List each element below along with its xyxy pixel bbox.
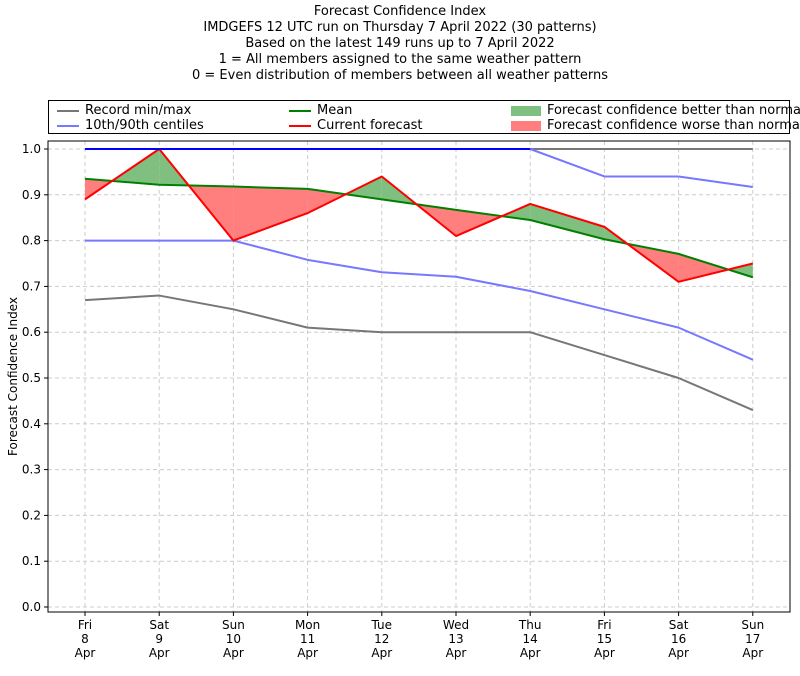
chart-subtitle-run: IMDGEFS 12 UTC run on Thursday 7 April 2… bbox=[203, 20, 597, 35]
chart-title: Forecast Confidence Index bbox=[313, 4, 487, 19]
x-tick-label: Apr bbox=[75, 646, 96, 660]
legend-centiles-label: 10th/90th centiles bbox=[85, 118, 204, 133]
legend-mean-label: Mean bbox=[317, 103, 353, 118]
y-tick-label: 0.9 bbox=[22, 188, 41, 202]
x-tick-label: Fri bbox=[597, 618, 611, 632]
worse-than-normal-area bbox=[233, 186, 308, 241]
x-tick-label: Apr bbox=[446, 646, 467, 660]
x-tick-label: 17 bbox=[745, 632, 760, 646]
y-tick-label: 0.2 bbox=[22, 508, 41, 522]
x-tick-label: 9 bbox=[155, 632, 163, 646]
better-than-normal-area bbox=[345, 176, 382, 200]
legend: Record min/max 10th/90th centiles Mean C… bbox=[48, 100, 800, 134]
tick-layer: 0.00.10.20.30.40.50.60.70.80.91.0Fri8Apr… bbox=[22, 142, 764, 660]
legend-record-swatch bbox=[57, 109, 79, 112]
current-forecast-line bbox=[84, 148, 754, 283]
y-tick-label: 0.7 bbox=[22, 279, 41, 293]
legend-item-record: Record min/max bbox=[57, 103, 191, 118]
legend-current-swatch bbox=[289, 124, 311, 127]
x-tick-label: 11 bbox=[300, 632, 315, 646]
legend-item-better: Forecast confidence better than normal bbox=[511, 103, 800, 118]
chart-subtitle-zero: 0 = Even distribution of members between… bbox=[191, 68, 609, 83]
x-tick-label: Sat bbox=[669, 618, 689, 632]
legend-record-label: Record min/max bbox=[85, 103, 192, 118]
series-line-layer bbox=[84, 148, 754, 411]
legend-better-swatch bbox=[511, 105, 541, 116]
legend-better-label: Forecast confidence better than normal bbox=[547, 103, 800, 118]
x-tick-label: 12 bbox=[374, 632, 389, 646]
x-tick-label: Thu bbox=[518, 618, 542, 632]
chart-subtitle-one: 1 = All members assigned to the same wea… bbox=[218, 52, 582, 67]
better-than-normal-area bbox=[728, 263, 753, 278]
record-min-line bbox=[84, 294, 754, 411]
plot-frame bbox=[47, 140, 791, 613]
y-tick-label: 0.6 bbox=[22, 325, 41, 339]
y-tick-label: 0.3 bbox=[22, 463, 41, 477]
x-tick-label: Fri bbox=[78, 618, 92, 632]
x-tick-label: Apr bbox=[149, 646, 170, 660]
x-tick-label: Apr bbox=[520, 646, 541, 660]
worse-than-normal-area bbox=[678, 253, 729, 282]
x-tick-label: Apr bbox=[297, 646, 318, 660]
mean-line bbox=[84, 177, 754, 279]
x-tick-label: Tue bbox=[371, 618, 393, 632]
x-tick-label: 16 bbox=[671, 632, 686, 646]
y-tick-label: 0.0 bbox=[22, 600, 41, 614]
y-tick-label: 0.8 bbox=[22, 234, 41, 248]
y-axis-label: Forecast Confidence Index bbox=[6, 297, 20, 456]
grid-layer bbox=[48, 141, 790, 612]
x-tick-label: Mon bbox=[295, 618, 320, 632]
x-tick-label: Apr bbox=[594, 646, 615, 660]
legend-centiles-swatch bbox=[57, 124, 79, 127]
better-than-normal-area bbox=[530, 203, 605, 240]
legend-mean-swatch bbox=[289, 109, 311, 112]
centile-10-line bbox=[85, 239, 754, 361]
x-tick-label: 8 bbox=[81, 632, 89, 646]
y-tick-label: 0.1 bbox=[22, 554, 41, 568]
legend-worse-swatch bbox=[511, 120, 541, 131]
chart-subtitle-runs: Based on the latest 149 runs up to 7 Apr… bbox=[245, 36, 555, 51]
worse-than-normal-area bbox=[307, 188, 346, 214]
y-tick-label: 1.0 bbox=[22, 142, 41, 156]
x-tick-label: 13 bbox=[448, 632, 463, 646]
legend-item-mean: Mean bbox=[289, 103, 352, 118]
x-tick-label: Sun bbox=[222, 618, 245, 632]
x-tick-label: Sun bbox=[741, 618, 764, 632]
worse-than-normal-area bbox=[456, 209, 502, 237]
x-tick-label: Apr bbox=[223, 646, 244, 660]
x-tick-label: Apr bbox=[371, 646, 392, 660]
y-tick-label: 0.4 bbox=[22, 417, 41, 431]
chart-titles: Forecast Confidence Index IMDGEFS 12 UTC… bbox=[0, 4, 800, 84]
legend-item-worse: Forecast confidence worse than normal bbox=[511, 118, 800, 133]
y-tick-label: 0.5 bbox=[22, 371, 41, 385]
x-tick-label: Sat bbox=[149, 618, 169, 632]
legend-worse-label: Forecast confidence worse than normal bbox=[547, 118, 800, 133]
x-tick-label: 15 bbox=[597, 632, 612, 646]
x-tick-label: Apr bbox=[668, 646, 689, 660]
x-tick-label: Wed bbox=[443, 618, 469, 632]
legend-item-centiles: 10th/90th centiles bbox=[57, 118, 204, 133]
legend-current-label: Current forecast bbox=[317, 118, 423, 133]
legend-item-current: Current forecast bbox=[289, 118, 423, 133]
x-tick-label: 14 bbox=[523, 632, 538, 646]
x-tick-label: Apr bbox=[742, 646, 763, 660]
x-tick-label: 10 bbox=[226, 632, 241, 646]
